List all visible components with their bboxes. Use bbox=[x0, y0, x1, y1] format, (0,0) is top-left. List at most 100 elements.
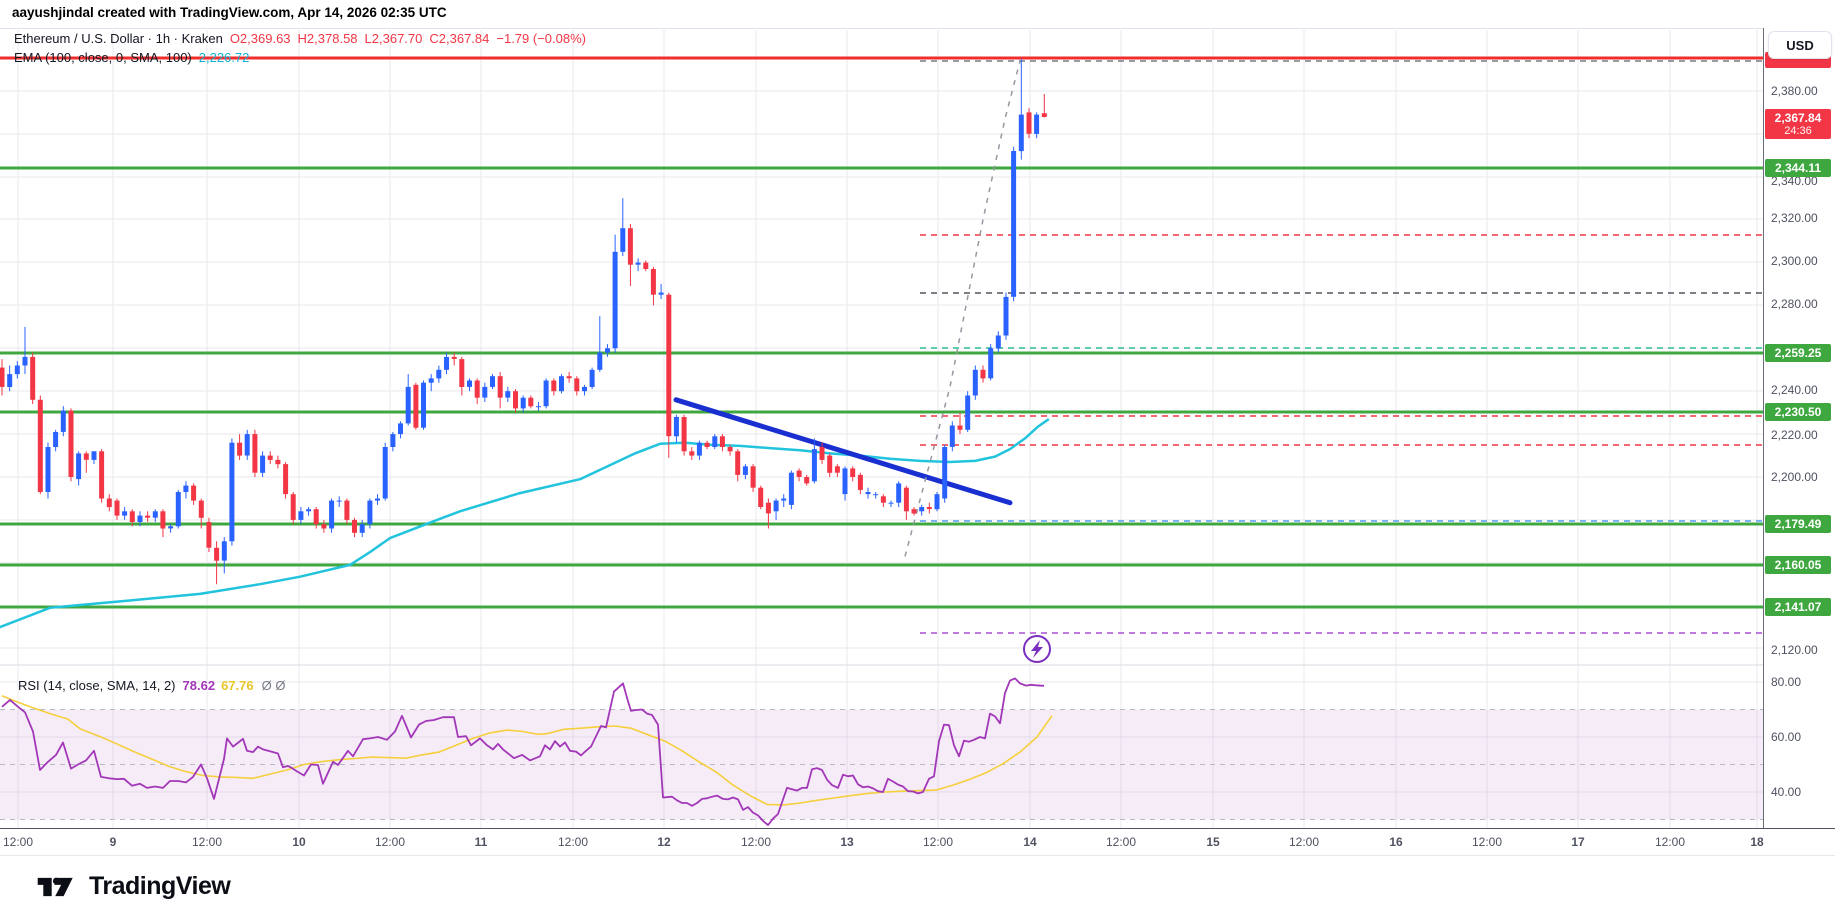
price-level-badge: 2,344.11 bbox=[1765, 159, 1831, 177]
candle-body bbox=[765, 502, 771, 514]
candle-body bbox=[1011, 151, 1017, 297]
candle-body bbox=[857, 474, 863, 490]
ema-legend[interactable]: EMA (100, close, 0, SMA, 100) 2,226.72 bbox=[14, 50, 249, 65]
candle-body bbox=[750, 466, 756, 488]
candle-body bbox=[911, 509, 917, 514]
time-axis-label: 12 bbox=[657, 835, 671, 849]
candle-body bbox=[896, 483, 902, 503]
candle-body bbox=[191, 485, 197, 501]
candle-body bbox=[781, 498, 787, 501]
tradingview-brand-text: TradingView bbox=[89, 872, 231, 900]
price-axis-label: 2,280.00 bbox=[1771, 297, 1818, 311]
price-axis-label: 2,340.00 bbox=[1771, 174, 1818, 188]
candle-body bbox=[436, 369, 442, 379]
candle-body bbox=[528, 397, 534, 407]
candle-body bbox=[589, 369, 595, 387]
symbol-title[interactable]: Ethereum / U.S. Dollar · 1h · Kraken bbox=[14, 31, 223, 46]
candle-body bbox=[283, 464, 289, 495]
ohlc-item: L2,367.70 bbox=[364, 31, 423, 46]
candle-body bbox=[689, 451, 695, 456]
candle-body bbox=[344, 500, 350, 520]
candle-body bbox=[459, 359, 465, 387]
candle-body bbox=[965, 395, 971, 430]
candle-body bbox=[221, 541, 227, 561]
candle-body bbox=[482, 386, 488, 398]
rsi-value: 78.62 bbox=[182, 678, 216, 693]
price-level-badge: 2,160.05 bbox=[1765, 556, 1831, 574]
candle-body bbox=[451, 356, 457, 359]
time-axis-label: 12:00 bbox=[740, 835, 772, 849]
candle-body bbox=[237, 442, 243, 456]
candle-body bbox=[336, 500, 342, 502]
candle-body bbox=[275, 459, 281, 465]
candle-body bbox=[505, 391, 511, 398]
candle-body bbox=[428, 378, 434, 383]
price-axis-label: 80.00 bbox=[1771, 675, 1802, 689]
time-axis-label: 10 bbox=[292, 835, 306, 849]
tradingview-logo-icon bbox=[37, 877, 73, 896]
candle-body bbox=[382, 447, 388, 499]
candle-body bbox=[582, 386, 587, 392]
candle-body bbox=[758, 487, 764, 507]
candle-body bbox=[696, 442, 702, 456]
candle-body bbox=[244, 434, 250, 456]
candle-body bbox=[76, 453, 82, 480]
candle-body bbox=[704, 442, 710, 447]
time-axis-label: 9 bbox=[109, 835, 117, 849]
trendline-drawing bbox=[673, 397, 1013, 506]
candle-body bbox=[53, 432, 59, 447]
candle-body bbox=[68, 410, 74, 477]
candle-body bbox=[60, 410, 66, 432]
candle-body bbox=[627, 228, 633, 265]
candle-body bbox=[306, 509, 312, 512]
candle-body bbox=[934, 494, 940, 510]
candle-body bbox=[267, 455, 273, 460]
candle-body bbox=[390, 434, 396, 447]
currency-toggle-button[interactable]: USD bbox=[1768, 31, 1832, 59]
candle-body bbox=[819, 447, 825, 460]
price-axis-label: 2,320.00 bbox=[1771, 211, 1818, 225]
price-axis-label: 2,120.00 bbox=[1771, 643, 1818, 657]
projection-arrow bbox=[904, 60, 1021, 557]
rsi-label[interactable]: RSI (14, close, SMA, 14, 2) bbox=[18, 678, 176, 693]
candle-body bbox=[559, 376, 564, 392]
candle-body bbox=[37, 399, 43, 492]
candle-body bbox=[735, 451, 741, 475]
price-axis[interactable]: USD 2,380.00 2,340.00 2,320.00 2,300.00 2,28… bbox=[1763, 28, 1835, 855]
candle-body bbox=[474, 380, 480, 398]
ohlc-item: H2,378.58 bbox=[297, 31, 358, 46]
candle-body bbox=[7, 374, 13, 387]
chart-canvas[interactable] bbox=[0, 0, 1763, 855]
candle-body bbox=[873, 494, 879, 496]
candle-body bbox=[942, 447, 948, 499]
candle-body bbox=[773, 500, 779, 512]
candle-body bbox=[620, 228, 626, 252]
candle-body bbox=[972, 369, 978, 396]
footer-divider bbox=[0, 855, 1835, 856]
ohlc-values: O2,369.63 H2,378.58 L2,367.70 C2,367.84 −1.7… bbox=[223, 31, 586, 46]
candle-countdown: 24:36 bbox=[1784, 125, 1812, 137]
chart-top-border bbox=[0, 28, 1835, 29]
time-axis-label: 12:00 bbox=[2, 835, 34, 849]
ema-label[interactable]: EMA (100, close, 0, SMA, 100) bbox=[14, 50, 192, 65]
symbol-legend[interactable]: Ethereum / U.S. Dollar · 1h · Kraken O2,3… bbox=[14, 31, 586, 46]
time-axis-label: 16 bbox=[1389, 835, 1403, 849]
candle-body bbox=[106, 498, 112, 508]
candle-body bbox=[252, 434, 258, 473]
rsi-line bbox=[1, 677, 1045, 826]
candle-body bbox=[137, 515, 143, 522]
candle-body bbox=[605, 348, 610, 353]
candle-body bbox=[1034, 114, 1040, 134]
rsi-legend[interactable]: RSI (14, close, SMA, 14, 2) 78.62 67.76 Ø Ø bbox=[18, 678, 285, 693]
candle-body bbox=[214, 547, 220, 561]
candle-body bbox=[290, 494, 296, 520]
time-axis[interactable]: 12:00 9 12:00 10 12:00 11 12:00 12 12:00 13 12:00 1… bbox=[0, 828, 1835, 856]
candle-body bbox=[796, 470, 802, 477]
price-level-badge: 2,141.07 bbox=[1765, 598, 1831, 616]
time-axis-label: 14 bbox=[1023, 835, 1037, 849]
candle-body bbox=[650, 269, 656, 295]
candle-body bbox=[321, 524, 327, 529]
candle-body bbox=[727, 447, 733, 452]
time-axis-label: 12:00 bbox=[922, 835, 954, 849]
candle-body bbox=[398, 423, 403, 435]
